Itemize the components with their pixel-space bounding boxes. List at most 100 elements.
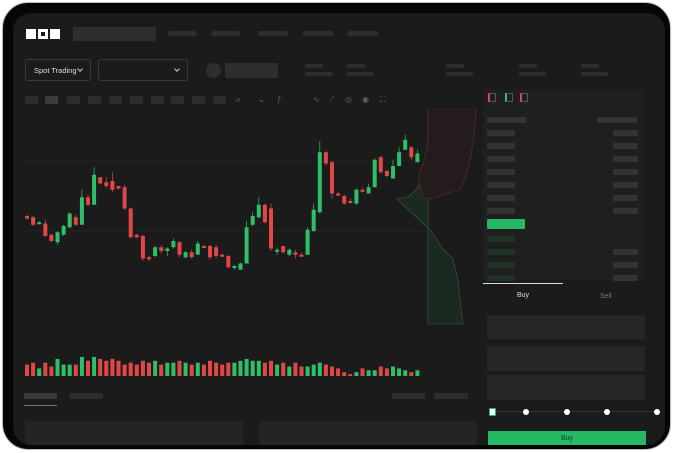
candle-body — [281, 246, 286, 253]
ask-amount — [613, 208, 638, 214]
timeframe-button[interactable] — [130, 96, 143, 104]
candle-body — [67, 213, 72, 228]
volume-bar — [397, 368, 402, 376]
timeframe-button[interactable] — [109, 96, 122, 104]
line-tool-icon[interactable]: ∿ — [313, 95, 320, 104]
slider-stop-75[interactable] — [604, 409, 610, 415]
ruler-icon[interactable]: ⟋ — [329, 95, 335, 104]
chevron-down-icon — [77, 66, 83, 72]
timeframe-button[interactable] — [151, 96, 164, 104]
volume-bar — [153, 360, 158, 376]
bid-price — [487, 275, 515, 281]
timeframe-button[interactable] — [88, 96, 101, 104]
volume-bar — [116, 360, 121, 376]
ask-amount — [613, 156, 638, 162]
coin-icon — [206, 63, 221, 78]
fullscreen-icon[interactable]: ⛶ — [380, 95, 386, 104]
candle — [153, 246, 158, 258]
timeframe-button[interactable] — [67, 96, 80, 104]
market-type-dropdown[interactable]: Spot Trading — [25, 59, 91, 81]
tab-buy[interactable]: Buy — [517, 292, 530, 299]
nav-item[interactable] — [258, 31, 288, 36]
tab-sell[interactable]: Sell — [600, 293, 612, 300]
candle-body — [348, 201, 353, 203]
price-input[interactable] — [487, 315, 645, 339]
candle-body — [201, 246, 206, 248]
candle — [317, 141, 322, 214]
stat-value — [581, 72, 608, 76]
timeframe-button[interactable] — [213, 96, 226, 104]
timeframe-button[interactable] — [192, 96, 205, 104]
candle-body — [189, 252, 194, 258]
bid-amount — [613, 262, 638, 268]
filter-button[interactable] — [434, 393, 468, 399]
candle-body — [397, 152, 402, 166]
amount-slider-handle[interactable] — [489, 408, 496, 416]
volume-bar — [378, 366, 383, 376]
candle — [287, 248, 292, 256]
candle — [116, 186, 121, 190]
buy-submit-button[interactable]: Buy — [488, 431, 646, 445]
candle-body — [122, 187, 127, 209]
orderbook-bids-icon[interactable] — [505, 93, 513, 102]
volume-bar — [177, 360, 182, 376]
orderbook-both-icon[interactable] — [488, 93, 496, 102]
candle-body — [165, 248, 170, 251]
candle — [98, 177, 103, 185]
slider-stop-100[interactable] — [654, 409, 660, 415]
amount-slider-track[interactable] — [493, 411, 658, 412]
candle-body — [323, 152, 328, 164]
stat-value — [519, 72, 546, 76]
candle — [293, 249, 298, 259]
bid-amount — [613, 275, 638, 281]
candle — [49, 233, 54, 243]
candle — [299, 252, 304, 257]
timeframe-button[interactable] — [25, 96, 38, 104]
nav-item[interactable] — [212, 31, 240, 36]
candle-body — [299, 254, 304, 257]
tab-open-orders[interactable] — [24, 393, 57, 399]
candle-body — [43, 223, 48, 236]
slider-stop-25[interactable] — [523, 409, 529, 415]
settings-icon[interactable]: ◉ — [362, 95, 369, 104]
volume-bar — [244, 358, 249, 376]
slider-stop-50[interactable] — [564, 409, 570, 415]
volume-bar — [92, 357, 97, 376]
nav-item[interactable] — [348, 31, 378, 36]
candle — [250, 212, 255, 226]
total-input[interactable] — [487, 375, 645, 400]
volume-bar — [348, 374, 353, 376]
pair-dropdown[interactable] — [98, 59, 188, 81]
candle-body — [354, 189, 359, 204]
orderbook-asks-icon[interactable] — [520, 93, 528, 102]
nav-item[interactable] — [303, 31, 333, 36]
filter-button[interactable] — [392, 393, 425, 399]
timeframe-button[interactable] — [45, 96, 58, 104]
camera-icon[interactable]: ◎ — [345, 95, 352, 104]
candle — [159, 244, 164, 254]
candle — [134, 233, 139, 239]
tab-order-history[interactable] — [70, 393, 103, 399]
candle-interval-icon[interactable]: ⩘ — [235, 95, 240, 104]
nav-item[interactable] — [168, 31, 196, 36]
candle-body — [220, 254, 225, 257]
volume-bar — [342, 372, 347, 376]
stat-value — [305, 72, 332, 76]
candle — [214, 244, 219, 259]
search-bar[interactable] — [73, 27, 156, 41]
candle-body — [391, 166, 395, 179]
volume-bar — [37, 368, 42, 376]
timeframe-button[interactable] — [171, 96, 184, 104]
volume-bar — [214, 362, 219, 376]
amount-input[interactable] — [487, 346, 645, 371]
ask-amount — [613, 130, 638, 136]
indicator-icon[interactable]: ƒ — [277, 95, 282, 104]
candle — [409, 146, 414, 160]
chart-type-icon[interactable]: ⌄ — [258, 95, 265, 104]
candle-body — [317, 152, 322, 213]
stat-value — [446, 72, 473, 76]
candlestick-chart[interactable] — [13, 109, 483, 379]
volume-bar — [384, 368, 389, 376]
candle — [177, 241, 182, 258]
volume-bar — [73, 364, 78, 376]
